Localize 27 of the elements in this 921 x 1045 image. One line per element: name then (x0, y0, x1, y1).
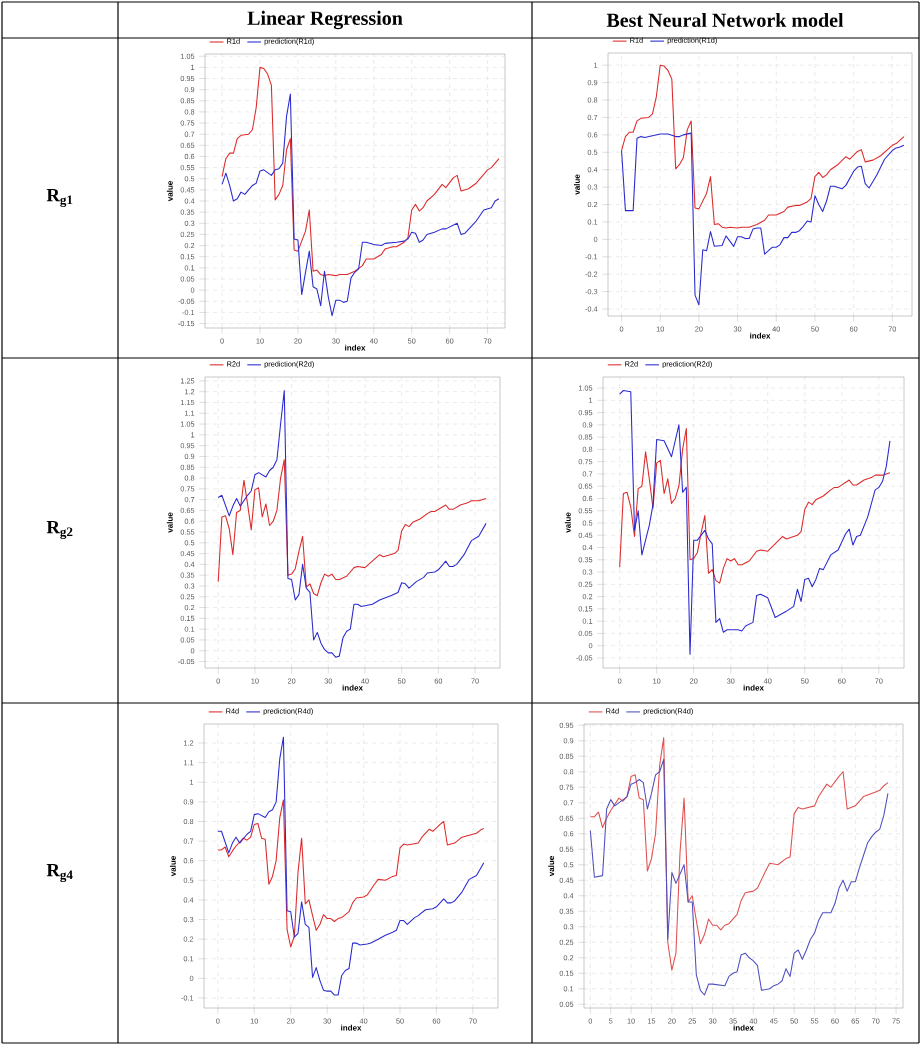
y-axis-title: value (166, 512, 173, 533)
line-series (217, 736, 485, 996)
chart-title: Best Neural Network model (606, 12, 844, 28)
x-axis-title: index (743, 684, 764, 691)
y-axis-title: value (573, 174, 580, 195)
line-series (619, 389, 891, 655)
y-axis-title: value (166, 181, 173, 202)
x-axis-title: index (342, 684, 363, 691)
x-axis-title: index (345, 344, 366, 351)
line-series (621, 132, 905, 306)
text: R$_{g4}$ (46, 864, 73, 882)
line-series (217, 799, 485, 948)
text: R$_{g2}$ (46, 521, 73, 539)
line-series (221, 66, 500, 277)
line-series (217, 459, 487, 597)
x-axis-title: index (750, 332, 771, 339)
y-axis-title: value (564, 512, 571, 533)
line-series (619, 427, 891, 584)
chart-title: Linear Regression (247, 10, 403, 30)
line-series (217, 390, 487, 658)
line-series (589, 737, 889, 971)
line-series (221, 93, 500, 317)
y-axis-title: value (548, 856, 555, 877)
x-axis-title: index (341, 1024, 362, 1031)
y-axis-title: value (169, 856, 176, 877)
x-axis-title: index (733, 1024, 754, 1031)
text: R$_{g1}$ (46, 189, 73, 207)
